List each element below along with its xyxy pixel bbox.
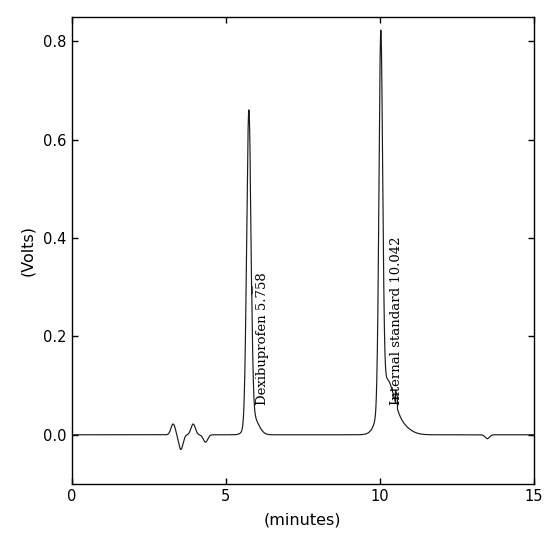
Y-axis label: (Volts): (Volts) <box>20 225 35 276</box>
Text: Dexibuprofen 5.758: Dexibuprofen 5.758 <box>256 272 268 405</box>
X-axis label: (minutes): (minutes) <box>264 512 341 527</box>
Text: Internal standard 10.042: Internal standard 10.042 <box>390 236 403 405</box>
